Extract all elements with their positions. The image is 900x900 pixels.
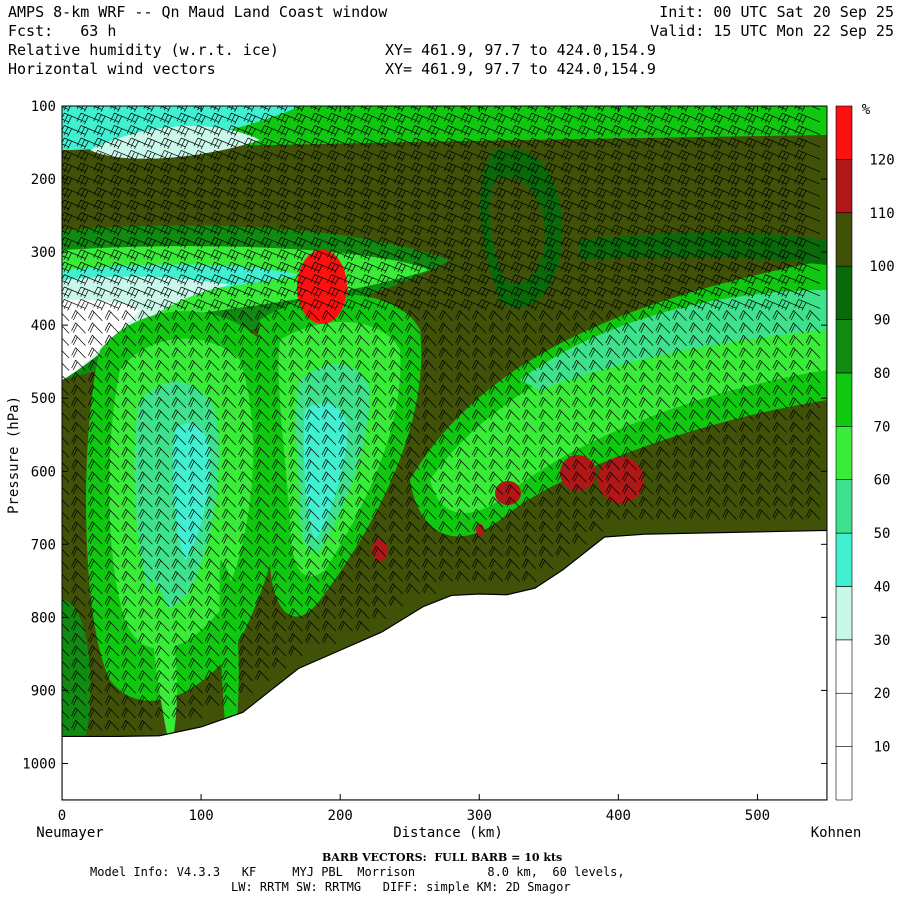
colorbar-swatch [835,105,853,160]
colorbar-unit: % [862,102,871,118]
plot-area [62,106,827,800]
wind-barbs [62,106,821,731]
colorbar-swatch [835,159,853,214]
rh-region [297,250,347,324]
xy-extent-1: XY= 461.9, 97.7 to 424.0,154.9 [385,41,656,59]
colorbar-label: 80 [874,366,891,382]
x-tick-label: 500 [745,808,770,824]
field-name-wind: Horizontal wind vectors [8,60,216,78]
x-tick-label: 400 [606,808,631,824]
x-axis: 0 100 200 300 400 500 [58,106,770,824]
y-axis-label: Pressure (hPa) [6,396,22,514]
x-axis-label: Distance (km) [393,825,503,841]
rh-region [150,580,177,737]
x-tick-label: 100 [188,808,213,824]
right-endpoint-label: Kohnen [811,825,862,841]
rh-region [62,300,140,380]
model-info: Model Info: V4.3.3 KF MYJ PBL Morrison 8… [90,865,625,879]
colorbar-label: 70 [874,419,891,435]
colorbar-label: 120 [869,152,894,168]
colorbar-label: 110 [869,206,894,222]
rh-region [476,524,484,536]
chart-title: AMPS 8-km WRF -- Qn Maud Land Coast wind… [8,3,388,21]
colorbar-swatch [835,692,853,747]
model-physics: LW: RRTM SW: RRTMG DIFF: simple KM: 2D S… [231,880,571,894]
xy-extent-2: XY= 461.9, 97.7 to 424.0,154.9 [385,60,656,78]
colorbar-swatch [835,586,853,641]
colorbar-swatch [835,212,853,267]
colorbar-label: 50 [874,526,891,542]
rh-region [430,290,827,514]
y-tick-label: 300 [31,245,56,261]
y-tick-label: 600 [31,464,56,480]
y-tick-label: 200 [31,172,56,188]
colorbar-label: 40 [874,579,891,595]
rh-region [520,290,827,390]
colorbar-swatch [835,746,853,801]
colorbar-label: 10 [874,740,891,756]
colorbar-swatch [835,479,853,534]
colorbar-swatch [835,319,853,374]
forecast-hour: Fcst: 63 h [8,22,117,40]
colorbar-label: 100 [869,259,894,275]
y-tick-label: 800 [31,610,56,626]
colorbar-swatch [835,532,853,587]
colorbar-swatch [835,372,853,427]
y-tick-label: 500 [31,391,56,407]
colorbar-label: 90 [874,313,891,329]
cross-section-chart: 100 200 300 400 500 600 700 800 900 1000 0 100 200 3… [6,99,895,841]
colorbar-swatch [835,639,853,694]
x-tick-label: 200 [328,808,353,824]
rh-region [62,600,91,737]
x-tick-label: 300 [467,808,492,824]
rh-region [598,457,644,503]
y-tick-label: 1000 [22,756,56,772]
colorbar-swatch [835,426,853,480]
x-tick-label: 0 [58,808,66,824]
colorbar-label: 20 [874,686,891,702]
barb-legend: BARB VECTORS: FULL BARB = 10 kts [322,851,563,864]
colorbar: 10 20 30 40 50 60 70 80 90 100 110 120 [835,105,895,801]
valid-time: Valid: 15 UTC Mon 22 Sep 25 [650,22,894,40]
y-tick-label: 700 [31,537,56,553]
field-name-rh: Relative humidity (w.r.t. ice) [8,41,279,59]
terrain [62,529,827,800]
colorbar-swatch [835,265,853,320]
left-endpoint-label: Neumayer [36,825,103,841]
y-tick-label: 100 [31,99,56,115]
colorbar-label: 60 [874,473,891,489]
init-time: Init: 00 UTC Sat 20 Sep 25 [659,3,894,21]
y-axis: 100 200 300 400 500 600 700 800 900 1000 [22,99,827,772]
rh-region [303,402,348,540]
y-tick-label: 900 [31,683,56,699]
colorbar-label: 30 [874,633,891,649]
y-tick-label: 400 [31,318,56,334]
plot-frame [61,105,828,801]
wind-barb-set [62,106,821,731]
